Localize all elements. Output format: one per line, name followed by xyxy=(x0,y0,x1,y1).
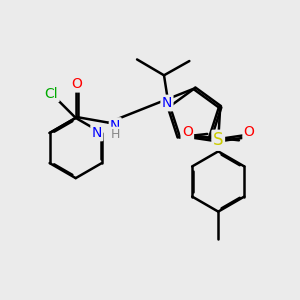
Text: N: N xyxy=(92,126,102,140)
Text: H: H xyxy=(110,128,120,141)
Text: N: N xyxy=(162,96,172,110)
Text: O: O xyxy=(182,125,193,140)
Text: S: S xyxy=(213,131,224,149)
Text: N: N xyxy=(110,118,120,133)
Text: O: O xyxy=(72,77,83,91)
Text: O: O xyxy=(244,125,255,140)
Text: Cl: Cl xyxy=(45,87,58,101)
